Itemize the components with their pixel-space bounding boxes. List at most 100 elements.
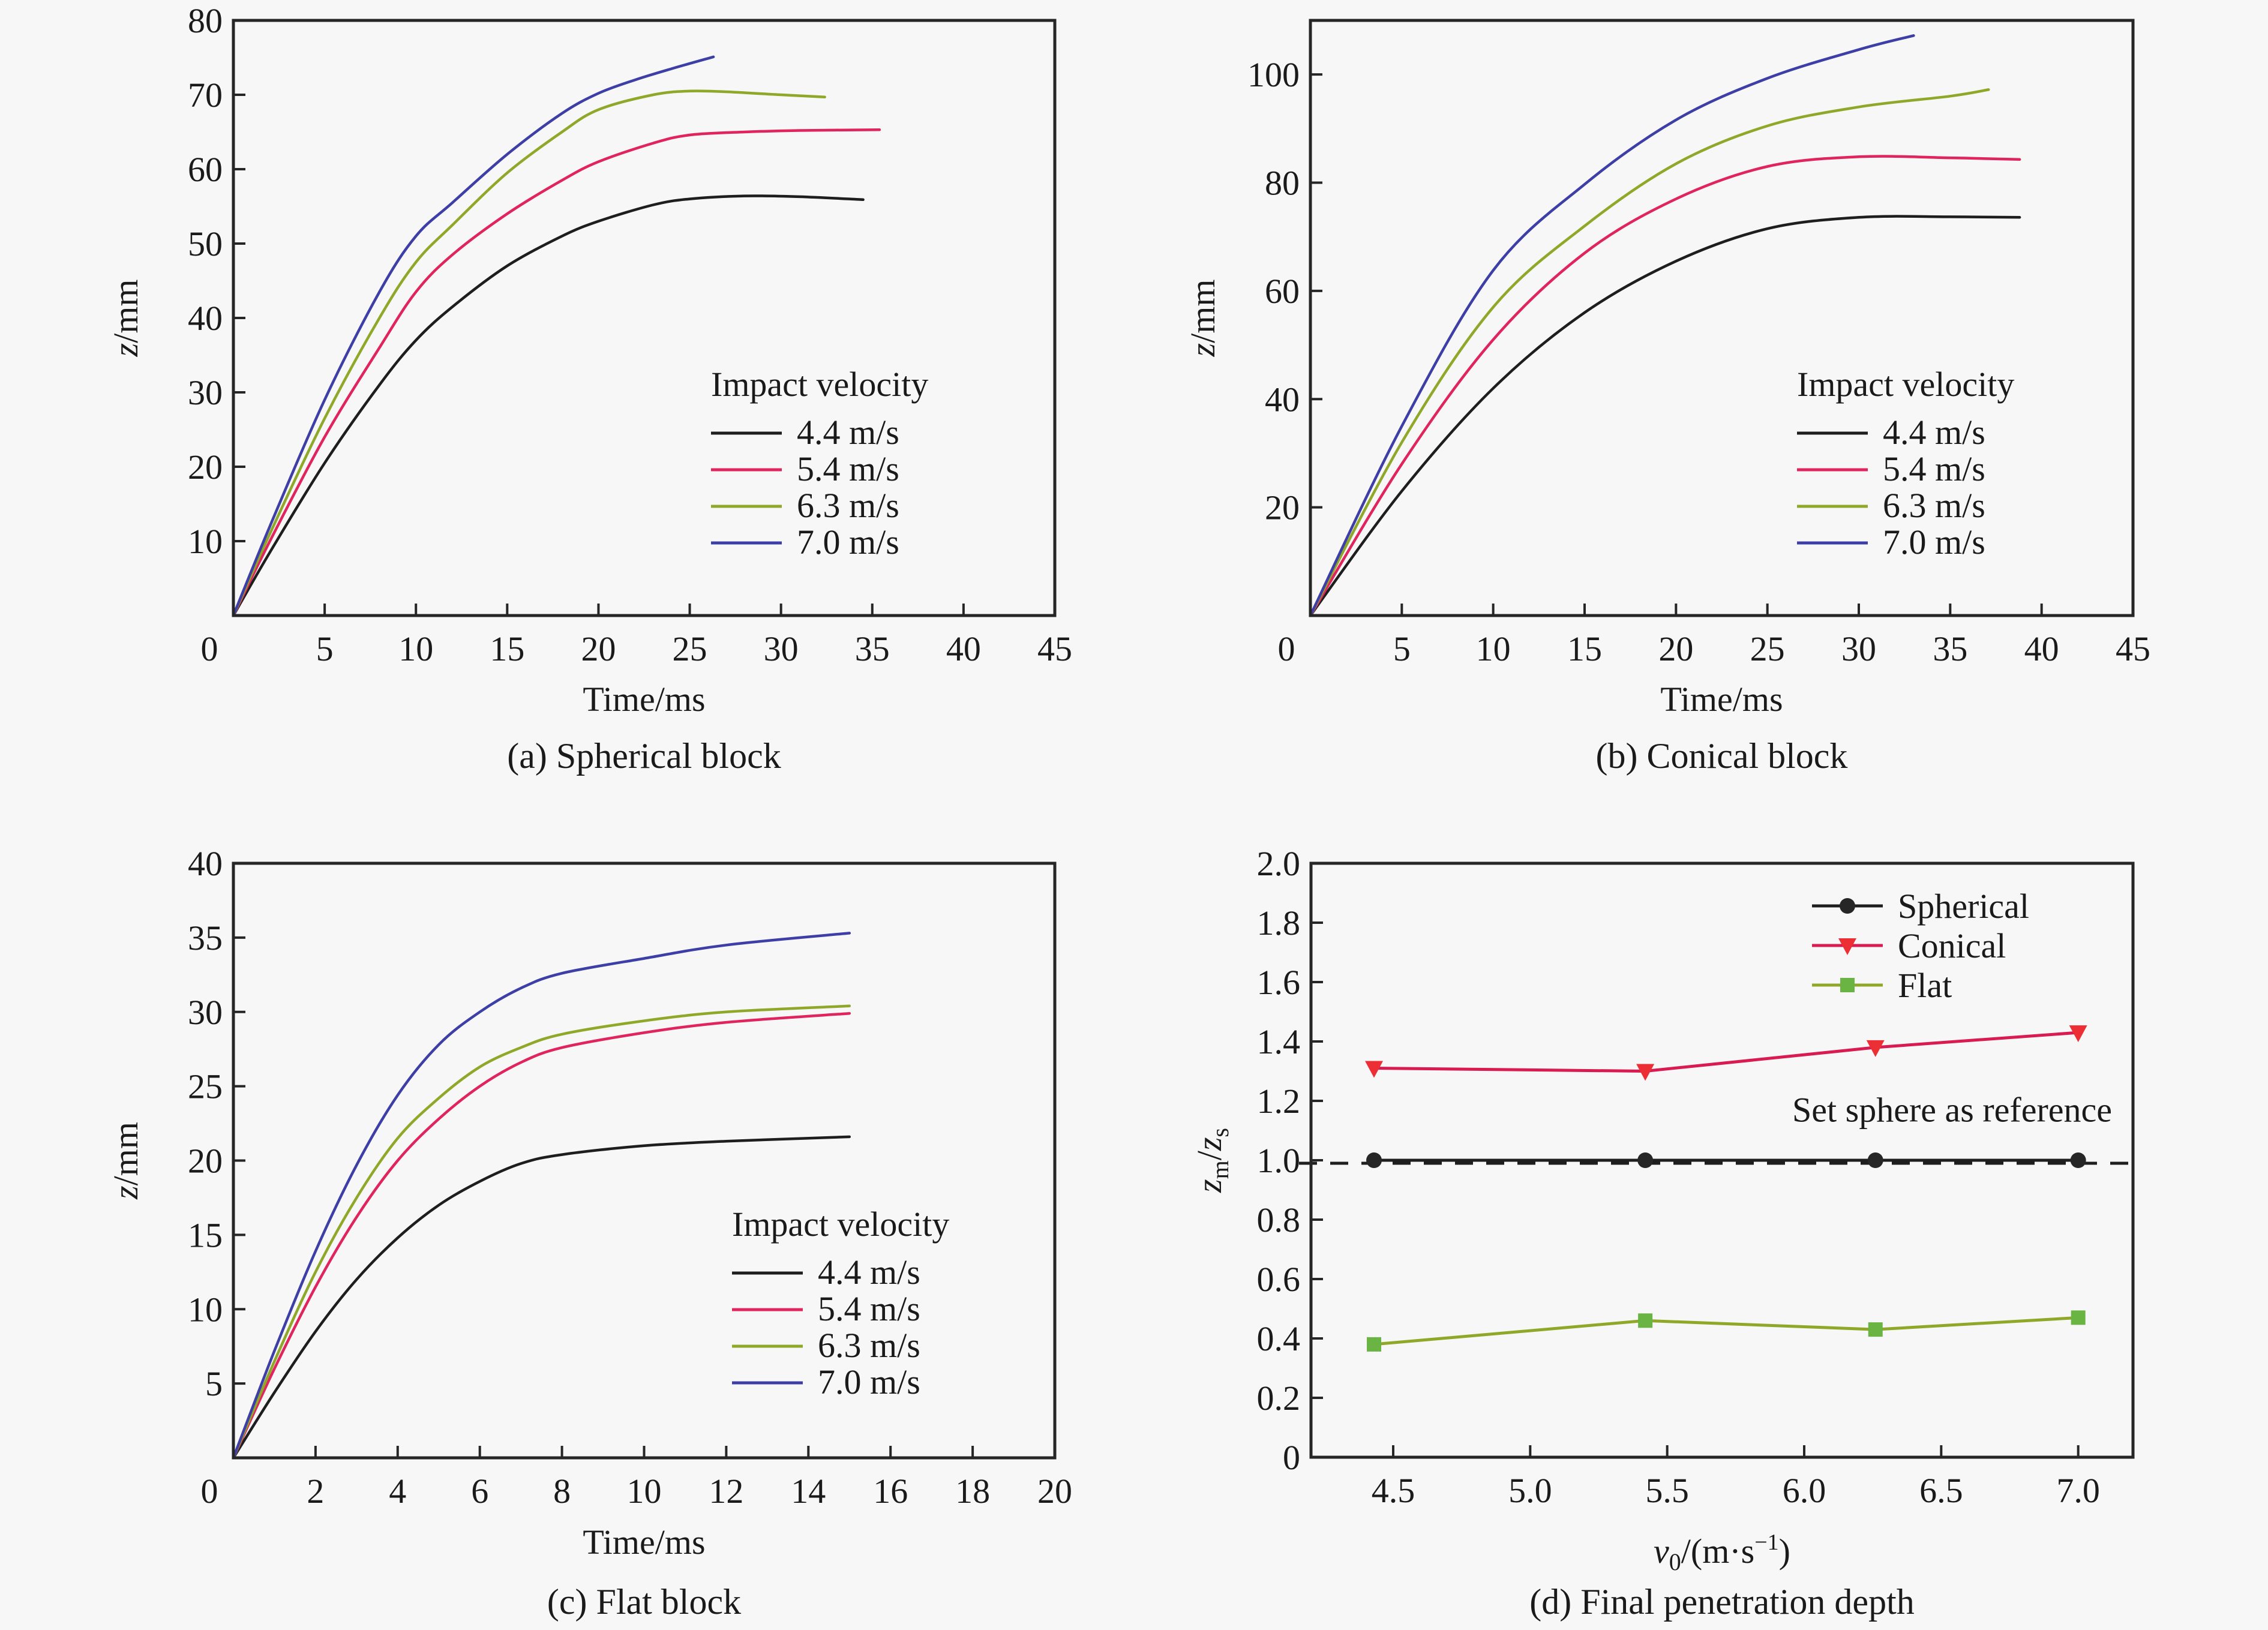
curve-4-4-ms [232, 194, 865, 617]
x-tick-label: 20 [581, 629, 616, 668]
x-axis-ticks: 0 5 10 15 20 25 30 35 40 45 [1278, 604, 2150, 668]
x-tick-label: 10 [1476, 629, 1511, 668]
x-axis-ticks: 0 2 4 6 8 10 12 14 16 18 20 [201, 1446, 1072, 1511]
y-axis-label: z/mm [1183, 280, 1222, 358]
legend: Impact velocity 4.4 m/s5.4 m/s6.3 m/s7.0… [711, 365, 928, 562]
legend-marker [1838, 938, 1856, 955]
y-axis-label-unit: /mm [1183, 280, 1222, 343]
y-axis-ticks: 10 20 30 40 50 60 70 80 [188, 1, 245, 561]
x-axis-label-subscript: 0 [1669, 1548, 1681, 1575]
y-axis-label-numerator: z [1190, 1179, 1229, 1193]
curves [232, 55, 881, 617]
curve-5-4-ms [232, 128, 881, 617]
y-tick-label: 70 [188, 76, 223, 115]
x-axis-label: v0/(m·s−1) [1654, 1530, 1790, 1575]
panel-conical-block: 0 5 10 15 20 25 30 35 40 45 20 40 60 80 100 Time/ms z… [1183, 19, 2150, 776]
y-axis-ticks: 5 10 15 20 25 30 35 40 [188, 844, 245, 1403]
legend-label: 6.3 m/s [818, 1326, 920, 1365]
series-line-conical [1374, 1031, 2078, 1073]
y-axis-label: z/mm [106, 280, 145, 358]
y-tick-label: 1.0 [1257, 1141, 1301, 1180]
panel-caption: (c) Flat block [547, 1582, 741, 1622]
x-tick-label: 15 [1567, 629, 1602, 668]
y-axis-label-symbol: z [106, 1185, 145, 1200]
legend-marker [1840, 978, 1855, 992]
curves [1365, 1025, 2087, 1352]
curves [232, 932, 851, 1460]
y-tick-label: 80 [1265, 164, 1300, 203]
y-axis-label-numerator-sub: m [1207, 1160, 1234, 1179]
data-point-spherical [1637, 1152, 1654, 1168]
y-tick-label: 60 [188, 150, 223, 189]
x-tick-label: 30 [1841, 629, 1876, 668]
data-point-conical [1365, 1061, 1384, 1078]
y-tick-label: 0 [1283, 1438, 1300, 1477]
data-point-flat [1638, 1313, 1653, 1328]
y-axis-label-symbol: z [1183, 343, 1222, 358]
y-tick-label: 60 [1265, 272, 1300, 311]
y-axis-label-symbol: z [106, 343, 145, 358]
legend-label: 6.3 m/s [1883, 486, 1985, 525]
y-axis-label-slash: / [1190, 1150, 1229, 1160]
legend: Impact velocity 4.4 m/s5.4 m/s6.3 m/s7.0… [1797, 365, 2014, 562]
x-tick-label: 20 [1037, 1472, 1072, 1511]
y-tick-label: 30 [188, 373, 223, 412]
x-tick-label: 30 [764, 629, 799, 668]
x-tick-label: 4 [389, 1472, 406, 1511]
x-axis-label: Time/ms [583, 680, 705, 719]
panel-caption: (d) Final penetration depth [1529, 1582, 1914, 1622]
legend-label: 5.4 m/s [797, 449, 899, 488]
x-tick-label: 15 [490, 629, 524, 668]
y-tick-label: 20 [188, 448, 223, 487]
panel-spherical-block: 0 5 10 15 20 25 30 35 40 45 10 20 30 40 50 60 70 80 Time… [106, 1, 1072, 776]
legend-label: 7.0 m/s [818, 1362, 920, 1401]
curve-5-4-ms [232, 1011, 851, 1460]
y-tick-label: 5 [205, 1364, 223, 1403]
y-axis-label-unit: /mm [106, 280, 145, 343]
plot-frame [1309, 19, 2135, 617]
curve-6-3-ms [1309, 88, 1990, 617]
x-axis-label: Time/ms [1660, 680, 1783, 719]
x-axis-label: Time/ms [583, 1523, 705, 1562]
curve-7-0-ms [232, 932, 851, 1460]
x-tick-label: 0 [1278, 629, 1295, 668]
x-tick-label: 5 [316, 629, 334, 668]
legend-label: 5.4 m/s [1883, 449, 1985, 488]
y-tick-label: 1.2 [1257, 1082, 1301, 1121]
x-tick-label: 2 [307, 1472, 324, 1511]
y-tick-label: 0.8 [1257, 1200, 1301, 1239]
panel-flat-block: 0 2 4 6 8 10 12 14 16 18 20 5 10 15 20 25 30 35 40 Time/m… [106, 844, 1072, 1622]
y-tick-label: 15 [188, 1215, 223, 1254]
x-tick-label: 6.0 [1783, 1471, 1826, 1510]
y-tick-label: 20 [1265, 488, 1300, 527]
y-tick-label: 30 [188, 993, 223, 1032]
legend-title: Impact velocity [711, 365, 928, 404]
series-line-flat [1373, 1316, 2078, 1346]
legend: Impact velocity 4.4 m/s5.4 m/s6.3 m/s7.0… [732, 1205, 949, 1401]
x-tick-label: 25 [673, 629, 707, 668]
x-tick-label: 25 [1750, 629, 1785, 668]
data-point-flat [1367, 1337, 1382, 1352]
x-tick-label: 5 [1393, 629, 1411, 668]
curve-5-4-ms [1309, 155, 2021, 617]
x-tick-label: 5.0 [1508, 1471, 1552, 1510]
x-tick-label: 45 [1037, 629, 1072, 668]
data-point-flat [2071, 1310, 2086, 1325]
x-tick-label: 4.5 [1372, 1471, 1415, 1510]
y-axis-label: zm/zs [1190, 1128, 1234, 1193]
data-point-spherical [1867, 1152, 1883, 1168]
x-tick-label: 40 [2024, 629, 2059, 668]
x-tick-label: 6 [471, 1472, 488, 1511]
x-tick-label: 0 [201, 629, 218, 668]
y-tick-label: 40 [188, 844, 223, 883]
legend-label: Conical [1898, 926, 2006, 965]
legend-title: Impact velocity [732, 1205, 949, 1244]
data-point-flat [1868, 1322, 1883, 1337]
x-tick-label: 40 [946, 629, 981, 668]
y-axis-label-denominator: z [1190, 1137, 1229, 1152]
curves [1309, 34, 2021, 617]
y-axis-label: z/mm [106, 1122, 145, 1200]
curve-4-4-ms [1309, 215, 2021, 617]
